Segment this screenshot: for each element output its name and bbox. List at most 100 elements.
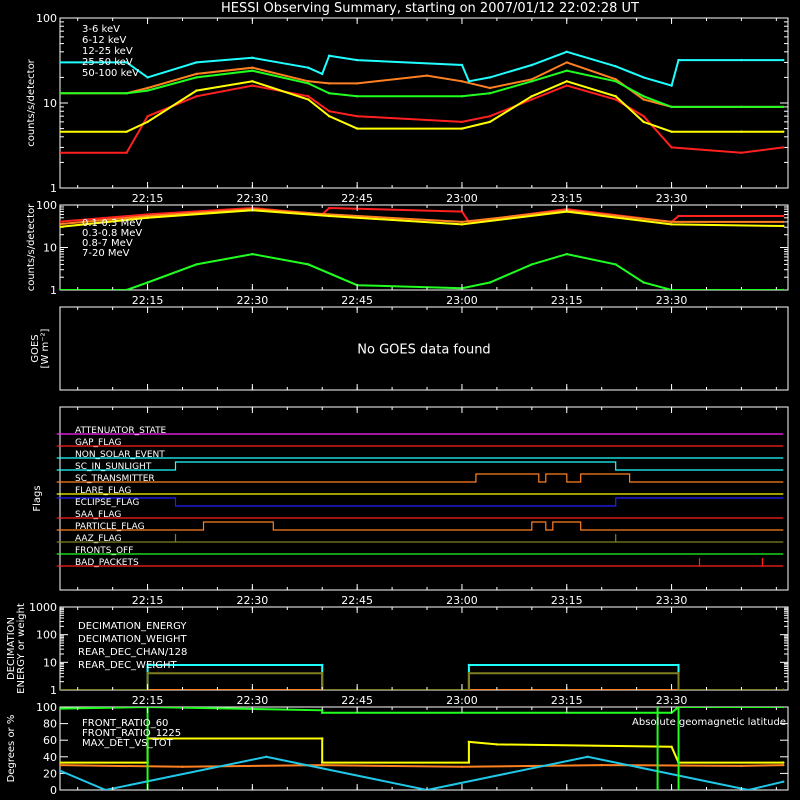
legend-entry: REAR_DEC_CHAN/128 [78,647,187,658]
series-line-front-ratio-60 [60,707,784,714]
data-point [782,224,785,228]
data-point [195,76,198,79]
data-point [642,98,645,101]
data-point [565,252,568,256]
data-point [104,788,107,790]
data-point [125,151,128,154]
panel-frame [59,204,789,291]
data-point [614,263,617,266]
data-point [321,761,324,764]
flag-label: BAD_PACKETS [75,558,139,568]
data-point [565,69,568,72]
y-axis-label: GOES [30,334,41,362]
legend-entry: DECIMATION_WEIGHT [78,634,187,645]
time-tick-label: 23:30 [656,294,688,307]
y-axis-label: ENERGY or weight [16,603,27,694]
data-point [307,98,310,101]
data-point [488,115,492,118]
data-point [565,61,568,64]
y-tick-label: 100 [36,12,57,25]
data-point [614,95,617,98]
data-point [642,281,645,284]
data-point [782,707,785,709]
data-point [670,105,673,109]
time-tick-label: 23:15 [551,294,583,307]
data-point [488,281,492,284]
data-point [467,688,471,690]
data-point [251,66,254,69]
data-point [321,709,324,712]
legend-entry: 0.3-0.8 MeV [82,228,142,239]
series-line-max-det-vs-tot [60,764,784,768]
y-tick-label: 100 [36,629,57,642]
data-point [146,115,149,118]
data-point [251,69,254,72]
time-tick-label: 23:15 [551,594,583,607]
time-tick-label: 22:15 [132,594,164,607]
flag-label: NON_SOLAR_EVENT [75,450,165,460]
legend-entry: 3-6 keV [82,24,120,35]
y-tick-label: 10 [43,97,57,110]
time-tick-label: 22:45 [341,192,373,205]
time-tick-label: 23:15 [551,192,583,205]
data-point [467,663,471,667]
data-point [642,76,645,79]
data-point [460,95,464,98]
no-data-message: No GOES data found [357,343,490,358]
time-tick-label: 23:00 [446,294,478,307]
data-point [782,58,785,62]
data-point [467,672,471,675]
data-point [265,755,268,758]
data-point [460,765,464,768]
data-point [356,115,359,118]
data-point [195,95,198,98]
figure-title: HESSI Observing Summary, starting on 200… [221,1,639,16]
data-point [195,89,198,92]
data-point [146,89,149,92]
data-point [356,82,359,85]
flag-label: ATTENUATOR_STATE [75,426,167,436]
panel-frame [59,17,789,189]
time-tick-label: 22:45 [341,294,373,307]
time-tick-label: 22:45 [341,694,373,707]
data-point [530,80,533,83]
data-point [195,61,198,64]
time-tick-label: 23:30 [656,192,688,205]
data-point [251,84,254,87]
data-point [146,76,149,79]
data-point [251,80,254,83]
annotation-label: Absolute geomagnetic latitude [632,717,786,728]
data-point [614,98,617,101]
legend-entry: DECIMATION_ENERGY [78,621,187,632]
data-point [782,220,785,224]
data-point [467,80,471,83]
data-point [670,84,673,87]
time-tick-label: 22:30 [237,594,269,607]
data-point [460,223,464,226]
data-point [146,120,149,124]
data-point [670,223,673,226]
data-point [146,663,149,667]
flag-label: ECLIPSE_FLAG [75,498,139,508]
legend-entry: REAR_DEC_WEIGHT [78,660,177,671]
series-line-0-8-7-mev [60,209,784,228]
data-point [328,92,331,95]
data-point [488,76,492,79]
data-point [467,740,471,744]
data-point [251,56,254,59]
y-axis-label: counts/s/detector [26,58,37,146]
data-point [356,95,359,98]
panel-ratios: Degrees or % 0 20 40 60 80 100 FRONT_RATIO_60FR… [6,701,789,797]
data-point [670,745,673,748]
time-tick-label: 22:15 [132,294,164,307]
panel-decimation: DECIMATION ENERGY or weight 1 10 100 1000 DECI… [6,601,789,697]
data-point [125,92,128,95]
data-point [356,127,359,130]
series-line-50-100-kev [60,50,784,87]
data-point [328,115,331,118]
flag-label: AAZ_FLAG [75,534,122,544]
y-tick-label: 60 [43,734,57,747]
data-point [565,210,568,213]
y-tick-label: 10 [43,656,57,669]
time-tick-label: 23:00 [446,192,478,205]
